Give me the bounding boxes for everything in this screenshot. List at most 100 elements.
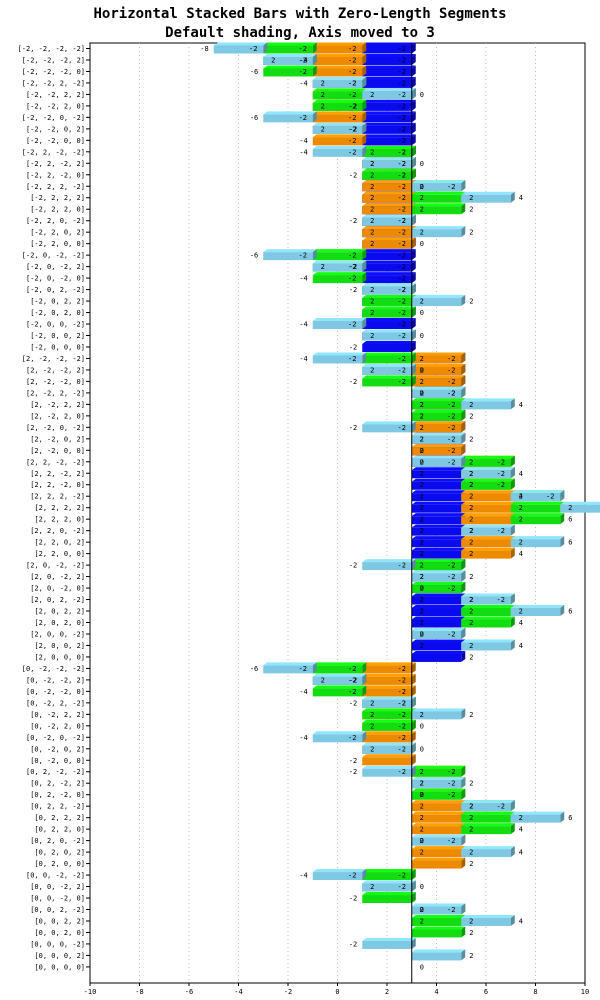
segment-label: 2 <box>420 183 424 191</box>
total-label: 2 <box>469 952 473 960</box>
row-label: [0, 0, -2, 2] <box>30 883 85 891</box>
row-label: [2, 0, 0, 2] <box>34 642 85 650</box>
bar-segment <box>411 791 462 800</box>
bar-side <box>461 409 466 421</box>
bar-segment <box>263 56 313 65</box>
bar-top <box>411 811 466 815</box>
row-label: [2, -2, 2, -2] <box>26 389 85 397</box>
bar-segment <box>411 860 462 869</box>
x-tick-label: -2 <box>284 988 292 996</box>
bar-top <box>461 398 515 402</box>
bar-segment <box>411 206 462 215</box>
bar-side <box>411 731 416 743</box>
segment-label: -2 <box>348 872 356 880</box>
bar-segment <box>411 711 462 720</box>
bar-top <box>312 122 367 126</box>
bar-segment <box>461 642 511 651</box>
bar-segment <box>263 665 313 674</box>
bar-top <box>510 605 565 609</box>
bar-side <box>411 662 416 674</box>
bar-segment <box>411 527 462 536</box>
row-label: [2, 0, -2, -2] <box>26 562 85 570</box>
bar-top <box>312 76 367 80</box>
bar-segment <box>362 309 412 318</box>
total-label: 4 <box>519 550 523 558</box>
segment-label: -2 <box>398 562 406 570</box>
x-tick-label: 0 <box>335 988 339 996</box>
segment-label: -2 <box>299 45 307 53</box>
segment-label: 2 <box>321 676 325 684</box>
total-label: 2 <box>469 653 473 661</box>
segment-label: 2 <box>469 493 473 501</box>
segment-label: 2 <box>469 481 473 489</box>
segment-label: 2 <box>420 596 424 604</box>
bar-segment <box>312 872 363 881</box>
bar-segment <box>312 125 363 134</box>
row-label: [2, 2, -2, -2] <box>26 458 85 466</box>
bar-segment <box>411 573 462 582</box>
row-label: [0, 2, 0, -2] <box>30 837 85 845</box>
segment-label: -2 <box>299 252 307 260</box>
bar-side <box>411 880 416 892</box>
bar-side <box>362 869 367 881</box>
segment-label: -2 <box>447 378 455 386</box>
bar-segment <box>411 780 462 789</box>
row-label: [-2, -2, 2, 0] <box>26 102 85 110</box>
bar-top <box>411 409 466 413</box>
segment-label: 2 <box>420 917 424 925</box>
bar-segment <box>461 504 511 513</box>
bar-segment <box>312 148 363 157</box>
x-tick-label: 6 <box>484 988 488 996</box>
segment-label: -2 <box>398 286 406 294</box>
bar-segment <box>362 676 412 685</box>
bar-segment <box>411 366 462 375</box>
bar-segment <box>362 378 412 387</box>
segment-label: -2 <box>447 435 455 443</box>
bar-side <box>461 432 466 444</box>
row-label: [-2, 0, 0, 2] <box>30 332 85 340</box>
row-label: [0, -2, -2, 2] <box>26 676 85 684</box>
segment-label: 2 <box>469 642 473 650</box>
segment-label: -2 <box>299 68 307 76</box>
bar-segment <box>411 608 462 617</box>
bar-top <box>362 249 416 253</box>
bar-side <box>461 777 466 789</box>
bar-segment <box>461 596 511 605</box>
segment-label: 2 <box>469 596 473 604</box>
bar-top <box>362 65 416 69</box>
segment-label: -2 <box>398 722 406 730</box>
bar-side <box>362 662 367 674</box>
bar-segment <box>312 275 363 284</box>
row-label: [0, 0, 2, 0] <box>34 929 85 937</box>
bar-top <box>411 375 466 379</box>
bar-segment <box>362 206 412 215</box>
segment-label: -2 <box>348 148 356 156</box>
bar-side <box>362 145 367 157</box>
segment-label: -2 <box>398 275 406 283</box>
row-label: [0, 0, 0, -2] <box>30 940 85 948</box>
segment-label: -2 <box>348 68 356 76</box>
segment-label: -2 <box>398 252 406 260</box>
bar-segment <box>411 917 462 926</box>
segment-label: -2 <box>348 734 356 742</box>
bar-segment <box>411 378 462 387</box>
segment-label: -2 <box>398 768 406 776</box>
bar-side <box>411 65 416 77</box>
bar-top <box>411 949 466 953</box>
segment-label: 2 <box>420 849 424 857</box>
segment-label: 2 <box>420 470 424 478</box>
bar-side <box>510 823 515 835</box>
bar-segment <box>461 550 511 559</box>
row-label: [-2, 0, -2, -2] <box>22 252 85 260</box>
segment-label: -2 <box>398 699 406 707</box>
bar-segment <box>362 79 412 88</box>
row-label: [0, -2, 2, 2] <box>30 711 85 719</box>
bar-segment <box>362 160 412 169</box>
bar-top <box>411 639 466 643</box>
bar-segment <box>362 332 412 341</box>
bar-segment <box>461 539 511 548</box>
bar-top <box>312 260 367 264</box>
bar-side <box>411 559 416 571</box>
bar-top <box>312 99 367 103</box>
bar-segment <box>362 137 412 146</box>
